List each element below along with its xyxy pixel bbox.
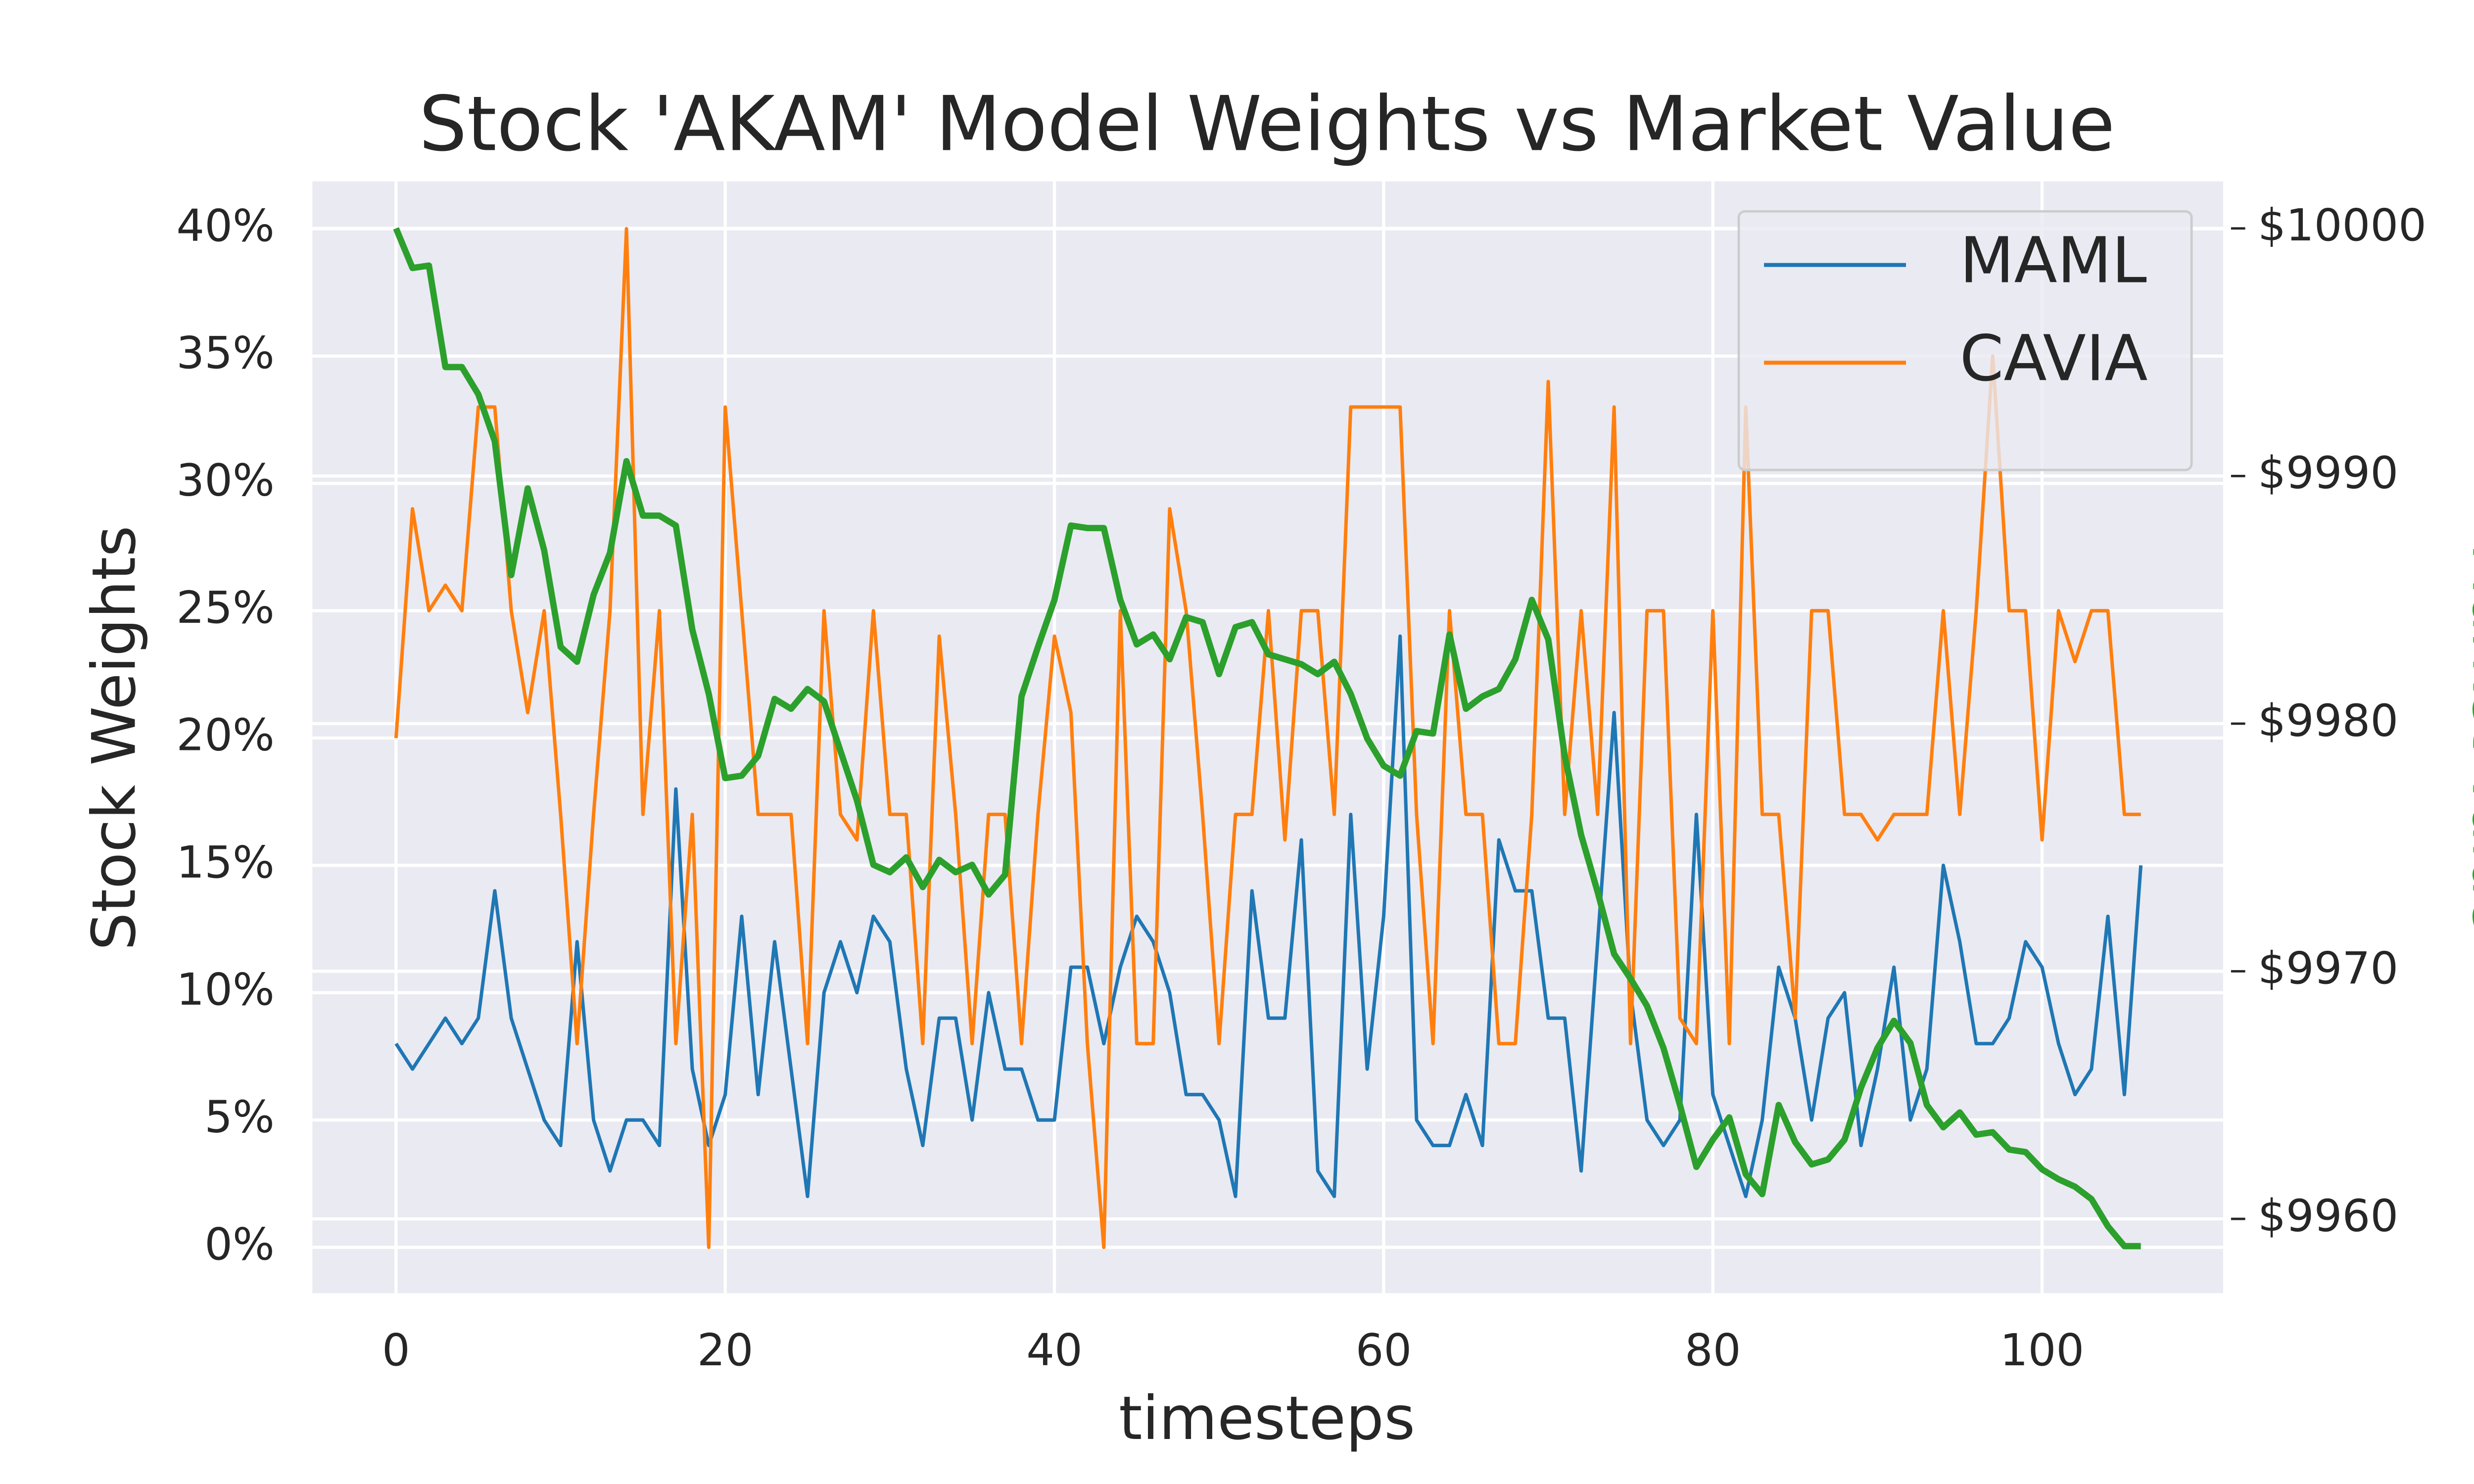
series-line <box>394 634 2143 1199</box>
x-tick-label: 60 <box>1356 1325 1412 1376</box>
y2-tick-label: $9960 <box>2258 1190 2398 1242</box>
y2-axis-label: Market Value <box>2459 543 2474 933</box>
y-tick-label: 5% <box>204 1092 275 1143</box>
series-line <box>394 227 2141 1250</box>
legend-box <box>1737 210 2193 471</box>
y2-tick-label: $9980 <box>2258 695 2398 746</box>
y2-tick-label: $10000 <box>2258 200 2426 251</box>
legend-label: MAML <box>1959 225 2146 298</box>
x-tick-label: 100 <box>2000 1325 2084 1376</box>
y-tick-label: 25% <box>176 582 274 634</box>
y-tick-label: 0% <box>204 1219 275 1270</box>
y-tick-label: 30% <box>176 455 274 507</box>
y2-tick-label: $9970 <box>2258 943 2398 994</box>
y-tick-label: 15% <box>176 837 274 888</box>
y-tick-label: 10% <box>176 964 274 1016</box>
y2-tick-label: $9990 <box>2258 448 2398 499</box>
chart-title: Stock 'AKAM' Model Weights vs Market Val… <box>419 80 2115 168</box>
y-tick-label: 20% <box>176 709 274 761</box>
legend: MAML CAVIA <box>1737 210 2193 471</box>
x-tick-label: 20 <box>697 1325 754 1376</box>
y-axis-label: Stock Weights <box>79 526 149 951</box>
x-tick-label: 80 <box>1685 1325 1741 1376</box>
y-tick-label: 35% <box>176 327 274 379</box>
x-axis-label: timesteps <box>1119 1384 1415 1453</box>
y-tick-label: 40% <box>176 200 274 252</box>
x-tick-label: 40 <box>1026 1325 1083 1376</box>
market-line <box>393 227 2141 1250</box>
legend-label: CAVIA <box>1959 322 2147 395</box>
x-tick-label: 0 <box>382 1325 410 1376</box>
